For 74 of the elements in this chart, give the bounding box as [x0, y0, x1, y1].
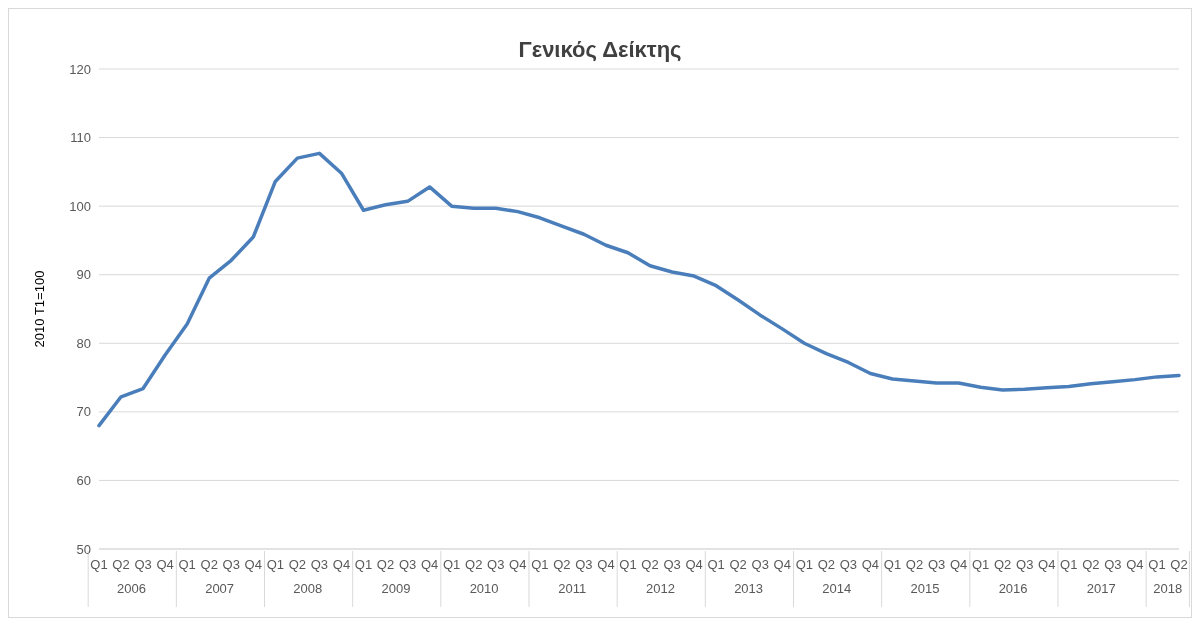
- x-tick-label: Q4: [1126, 557, 1144, 572]
- text: 2014: [822, 581, 852, 596]
- y-tick-label: 60: [76, 473, 91, 489]
- x-tick-label: Q3: [839, 557, 858, 572]
- x-tick-label: Q1: [883, 557, 902, 572]
- x-tick-label: Q2: [905, 557, 924, 572]
- x-tick-label: Q4: [773, 557, 791, 572]
- x-tick-label: Q3: [398, 557, 417, 572]
- text: 2009: [381, 581, 411, 596]
- x-tick-label: Q1: [442, 557, 461, 572]
- x-tick-label: Q4: [420, 557, 439, 572]
- x-tick-label: Q2: [376, 557, 395, 572]
- x-tick-label: Q3: [1016, 557, 1034, 572]
- line-series: [97, 151, 1181, 428]
- x-tick-label: Q2: [641, 557, 659, 572]
- x-tick-label: Q3: [487, 557, 505, 572]
- x-tick-label: Q2: [112, 557, 130, 572]
- x-tick-label: Q3: [222, 557, 240, 572]
- x-tick-label: Q1: [354, 557, 373, 572]
- text: 2017: [1086, 581, 1116, 596]
- x-tick-label: Q2: [288, 557, 307, 572]
- y-tick-label: 110: [70, 130, 91, 146]
- x-tick-label: Q4: [861, 557, 880, 572]
- x-tick-label: Q1: [531, 557, 549, 572]
- x-tick-label: Q1: [971, 557, 990, 572]
- x-tick-label: Q3: [134, 557, 152, 572]
- x-tick-label: Q4: [332, 557, 351, 572]
- x-tick-label: Q4: [685, 557, 703, 572]
- x-tick-label: Q3: [575, 557, 593, 572]
- x-tick-label: Q3: [1104, 557, 1122, 572]
- x-tick-label: Q4: [156, 557, 174, 572]
- text: 2012: [645, 581, 675, 596]
- x-tick-label: Q2: [817, 557, 836, 572]
- x-tick-label: Q2: [465, 557, 483, 572]
- x-tick-label: Q4: [1038, 557, 1056, 572]
- x-tick-label: Q2: [200, 557, 218, 572]
- x-tick-label: Q2: [994, 557, 1012, 572]
- text: 2018: [1153, 581, 1183, 596]
- y-axis-title: 2010 T1=100: [31, 270, 47, 348]
- x-tick-label: Q1: [178, 557, 196, 572]
- text: 2008: [293, 581, 323, 596]
- x-tick-label: Q4: [949, 557, 968, 572]
- x-tick-label: Q1: [90, 557, 108, 572]
- x-tick-label: Q1: [707, 557, 725, 572]
- text: 2006: [117, 581, 146, 596]
- text: 2010: [469, 581, 499, 596]
- x-tick-label: Q2: [1170, 557, 1188, 572]
- text: 2011: [558, 581, 587, 596]
- x-tick-label: Q3: [663, 557, 681, 572]
- x-tick-label: Q1: [266, 557, 284, 572]
- x-tick-label: Q3: [927, 557, 946, 572]
- chart-title: Γενικός Δείκτης: [517, 37, 683, 63]
- x-tick-label: Q2: [553, 557, 571, 572]
- x-tick-label: Q2: [729, 557, 747, 572]
- text: 2015: [910, 581, 940, 596]
- x-tick-label: Q2: [1082, 557, 1100, 572]
- x-tick-label: Q4: [597, 557, 615, 572]
- x-tick-label: Q4: [509, 557, 527, 572]
- text: 2016: [998, 581, 1028, 596]
- y-tick-label: 90: [76, 267, 91, 283]
- x-tick-label: Q1: [1148, 557, 1166, 572]
- x-tick-label: Q1: [795, 557, 813, 572]
- y-tick-label: 50: [76, 541, 91, 557]
- y-tick-label: 80: [76, 335, 91, 351]
- x-tick-label: Q3: [310, 557, 329, 572]
- x-tick-label: Q4: [244, 557, 262, 572]
- text: 2013: [734, 581, 764, 596]
- x-tick-label: Q3: [751, 557, 769, 572]
- y-tick-label: 70: [76, 404, 91, 420]
- y-tick-label: 120: [69, 61, 91, 77]
- y-tick-label: 100: [69, 198, 91, 214]
- text: 2007: [205, 581, 235, 596]
- x-tick-label: Q1: [1060, 557, 1078, 572]
- x-tick-label: Q1: [619, 557, 637, 572]
